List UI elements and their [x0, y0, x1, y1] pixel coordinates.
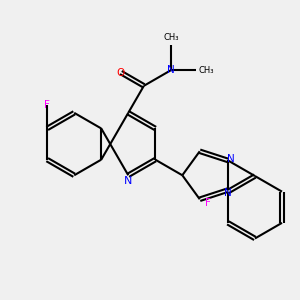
- Text: O: O: [117, 68, 125, 78]
- Text: N: N: [167, 65, 175, 75]
- Text: F: F: [44, 100, 50, 110]
- Text: N: N: [224, 188, 232, 198]
- Text: CH₃: CH₃: [163, 33, 178, 42]
- Text: N: N: [227, 154, 235, 164]
- Text: CH₃: CH₃: [199, 66, 214, 75]
- Text: F: F: [205, 198, 211, 208]
- Text: N: N: [124, 176, 133, 186]
